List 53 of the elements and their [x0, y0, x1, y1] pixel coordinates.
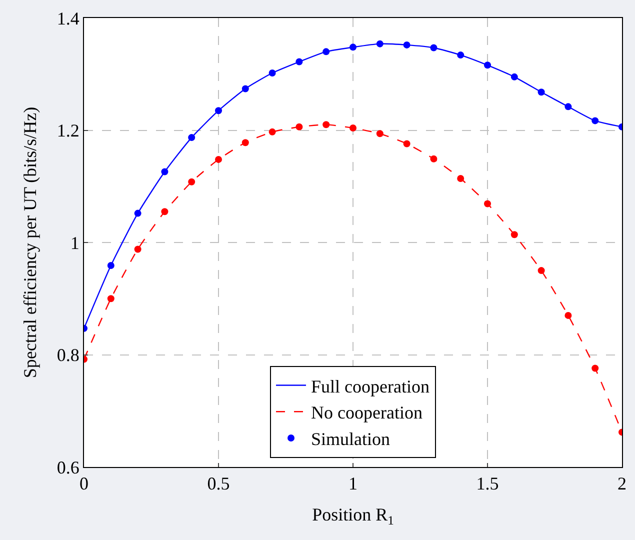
point: [350, 44, 356, 51]
y-tick-label: 0.8: [56, 345, 80, 366]
point: [510, 231, 518, 238]
point: [484, 62, 491, 69]
point: [538, 88, 545, 96]
point: [242, 85, 249, 92]
point: [107, 295, 114, 302]
point: [215, 107, 222, 114]
point: [403, 140, 410, 148]
y-axis-title: Spectral efficiency per UT (bits/s/Hz): [20, 106, 40, 378]
y-tick-label: 0.6: [56, 457, 80, 478]
x-tick-label: 0: [80, 474, 88, 494]
point: [430, 155, 438, 162]
point: [484, 200, 491, 208]
point: [107, 262, 114, 270]
point: [430, 44, 438, 52]
point: [268, 70, 276, 76]
point: [296, 123, 303, 130]
point: [161, 168, 168, 176]
legend-label: Simulation: [311, 429, 390, 450]
point: [134, 210, 142, 217]
point: [188, 178, 196, 186]
x-tick-label: 2: [618, 474, 626, 494]
point: [510, 73, 518, 80]
point: [376, 130, 384, 138]
point: [457, 52, 464, 59]
point: [564, 103, 572, 110]
point: [457, 175, 464, 182]
x-tick-label: 1.5: [476, 474, 499, 494]
point: [215, 156, 222, 163]
y-tick-label: 1.4: [56, 8, 80, 28]
point: [268, 128, 276, 136]
legend-label: No cooperation: [311, 402, 422, 423]
y-tick-label: 1.2: [56, 120, 80, 141]
point: [242, 139, 249, 146]
x-tick-label: 0.5: [207, 474, 230, 494]
point: [322, 121, 330, 128]
point: [592, 117, 599, 124]
point: [403, 41, 410, 48]
point: [350, 124, 356, 132]
x-axis-title: Position R$_{1}$: [312, 504, 394, 528]
point: [376, 40, 384, 48]
point: [538, 267, 545, 274]
point: [161, 208, 168, 216]
x-tick-label: 1: [348, 474, 358, 494]
point: [322, 48, 330, 56]
point: [564, 312, 572, 319]
point: [296, 58, 303, 66]
legend-label: Full cooperation: [311, 376, 430, 396]
point: [188, 134, 196, 142]
point: [134, 246, 142, 253]
point: [592, 364, 599, 372]
y-tick-label: 1: [70, 232, 80, 253]
